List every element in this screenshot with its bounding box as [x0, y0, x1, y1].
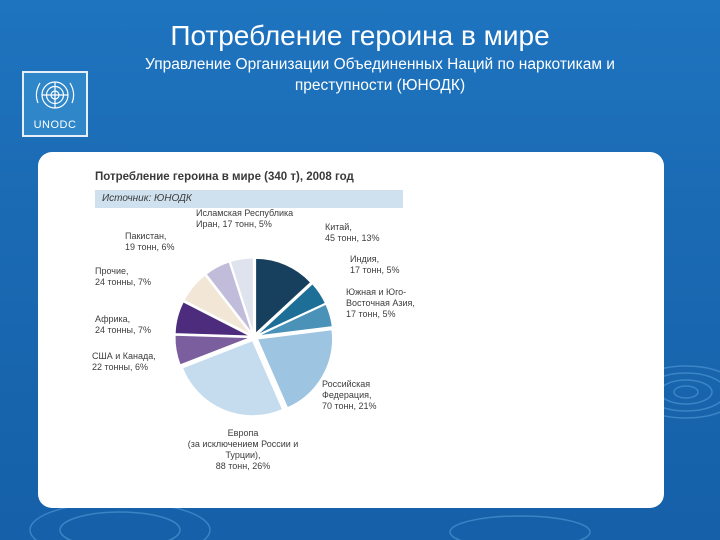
slice-label-line: США и Канада, [92, 351, 156, 361]
slice-label-line: 88 тонн, 26% [216, 461, 271, 471]
slice-label-line: Иран, 17 тонн, 5% [196, 219, 272, 229]
pie-slice-5 [174, 334, 251, 366]
pie-slice-0 [255, 257, 312, 335]
slice-label-line: Восточная Азия, [346, 298, 415, 308]
slice-label-0: Китай, 45 тонн, 13% [325, 222, 380, 243]
subtitle-line-1: Управление Организации Объединенных Наци… [145, 56, 615, 73]
slice-label-7: Прочие, 24 тонны, 7% [95, 266, 151, 287]
pie-slice-9 [229, 257, 254, 334]
unodc-logo: UNODC [22, 71, 88, 137]
slice-label-line: Российская [322, 379, 370, 389]
pie-chart: Китай, 45 тонн, 13%Индия, 17 тонн, 5%Южная… [92, 208, 415, 471]
slice-label-line: Индия, [350, 254, 379, 264]
slice-label-1: Индия, 17 тонн, 5% [350, 254, 400, 275]
chart-source: Источник: ЮНОДК [102, 193, 192, 204]
subtitle-line-2: преступности (ЮНОДК) [294, 77, 466, 94]
chart-card: Потребление героина в мире (340 т), 2008… [38, 152, 664, 508]
pie-slice-1 [256, 283, 326, 336]
source-bar: Источник: ЮНОДК [95, 190, 403, 208]
slice-label-line: Китай, [325, 222, 352, 232]
slice-label-5: США и Канада, 22 тонны, 6% [92, 351, 156, 372]
slice-label-8: Пакистан, 19 тонн, 6% [125, 231, 175, 252]
slice-label-line: 70 тонн, 21% [322, 401, 377, 411]
pie-slice-4 [181, 340, 284, 417]
slice-label-line: Южная и Юго- [346, 287, 406, 297]
slice-label-line: 17 тонн, 5% [350, 265, 400, 275]
slice-label-line: Прочие, [95, 266, 129, 276]
slice-label-line: Европа [228, 428, 259, 438]
slice-label-line: 24 тонны, 7% [95, 325, 151, 335]
slice-label-line: Пакистан, [125, 231, 166, 241]
slice-label-2: Южная и Юго-Восточная Азия, 17 тонн, 5% [346, 287, 415, 319]
slice-label-line: 24 тонны, 7% [95, 277, 151, 287]
logo-text: UNODC [33, 119, 77, 131]
slice-label-line: Исламская Республика [196, 208, 293, 218]
pie-slice-8 [205, 261, 253, 334]
slice-label-4: Европа (за исключением России и Турции), 88… [188, 428, 299, 471]
chart-title: Потребление героина в мире (340 т), 2008… [95, 171, 354, 183]
slice-label-6: Африка, 24 тонны, 7% [95, 314, 151, 335]
slice-label-line: Турции), [225, 450, 260, 460]
slice-label-line: 22 тонны, 6% [92, 362, 148, 372]
pie-slice-7 [183, 274, 252, 335]
pie-slice-3 [256, 329, 333, 409]
slice-label-line: Африка, [95, 314, 130, 324]
pie-slice-6 [174, 301, 251, 337]
pie-slice-2 [257, 303, 333, 337]
slice-label-line: (за исключением России и [188, 439, 299, 449]
slice-label-9: Исламская Республика Иран, 17 тонн, 5% [196, 208, 293, 229]
slice-label-line: 19 тонн, 6% [125, 242, 175, 252]
slice-label-line: 45 тонн, 13% [325, 233, 380, 243]
un-emblem-icon [35, 81, 75, 109]
slice-label-3: Российская Федерация, 70 тонн, 21% [322, 379, 377, 411]
slice-label-line: Федерация, [322, 390, 371, 400]
slice-label-line: 17 тонн, 5% [346, 309, 396, 319]
slide-title: Потребление героина в мире [170, 20, 550, 51]
slide-subtitle: Управление Организации Объединенных Наци… [80, 54, 680, 96]
